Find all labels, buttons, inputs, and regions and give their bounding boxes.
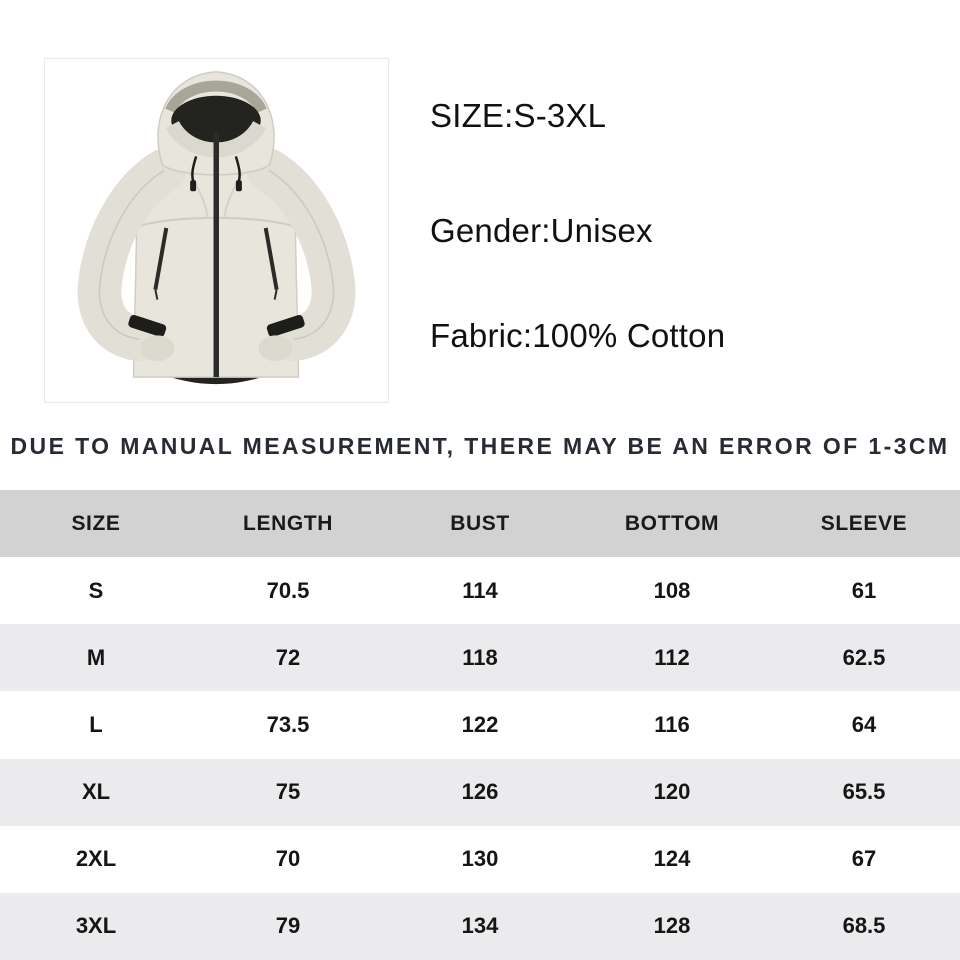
col-header-size: SIZE (71, 511, 121, 535)
cell-bust: 114 (462, 577, 498, 603)
cell-bust: 134 (461, 913, 499, 939)
cell-sleeve: 65.5 (842, 779, 886, 805)
cell-sleeve: 67 (851, 846, 877, 872)
cell-bust: 122 (461, 711, 499, 737)
table-row: XL 75 126 120 65.5 (0, 758, 960, 826)
cell-size: L (89, 711, 103, 737)
cell-size: 2XL (75, 846, 117, 872)
jacket-illustration (77, 71, 356, 385)
cell-length: 79 (275, 913, 301, 939)
jacket-toggle-left (190, 180, 197, 192)
product-gender: Gender:Unisex (430, 212, 653, 249)
size-table: SIZE LENGTH BUST BOTTOM SLEEVE S 70.5 11… (0, 490, 960, 960)
col-header-bottom: BOTTOM (624, 511, 720, 535)
cell-size: M (86, 644, 106, 670)
cell-size: XL (81, 779, 111, 805)
cell-length: 73.5 (266, 711, 310, 737)
jacket-pocket-zip-left (153, 227, 169, 291)
table-row: M 72 118 112 62.5 (0, 624, 960, 692)
col-header-bust: BUST (450, 511, 510, 535)
cell-length: 70.5 (266, 577, 310, 603)
table-row: 2XL 70 130 124 67 (0, 825, 960, 893)
jacket-drawcord-left (191, 156, 198, 182)
measurement-disclaimer: DUE TO MANUAL MEASUREMENT, THERE MAY BE … (10, 433, 950, 459)
cell-bottom: 112 (654, 644, 690, 670)
jacket-cuff-right (266, 314, 305, 337)
product-image (44, 58, 389, 403)
col-header-length: LENGTH (243, 511, 333, 535)
cell-sleeve: 64 (851, 711, 877, 737)
cell-size: S (88, 577, 104, 603)
cell-bottom: 128 (653, 913, 691, 939)
cell-bottom: 108 (653, 577, 691, 603)
jacket-hood-band (165, 80, 267, 114)
jacket-sleeve-left-seam (98, 169, 165, 341)
cell-sleeve: 68.5 (842, 913, 886, 939)
table-row: L 73.5 122 116 64 (0, 691, 960, 759)
jacket-hand-right (258, 335, 293, 362)
cell-sleeve: 62.5 (842, 644, 886, 670)
jacket-toggle-right (235, 180, 242, 192)
cell-bottom: 124 (653, 846, 691, 872)
jacket-cuff-left (128, 314, 167, 337)
cell-bust: 126 (461, 779, 499, 805)
jacket-drawcord-right (234, 156, 241, 182)
table-row: 3XL 79 134 128 68.5 (0, 892, 960, 960)
jacket-pocket-pull-right (273, 289, 278, 300)
cell-size: 3XL (75, 913, 117, 939)
cell-length: 75 (275, 779, 301, 805)
jacket-pocket-zip-right (263, 227, 279, 291)
jacket-zipper (213, 132, 219, 378)
cell-bottom: 120 (653, 779, 691, 805)
cell-sleeve: 61 (851, 577, 877, 603)
jacket-hood-interior (171, 95, 261, 146)
table-row: S 70.5 114 108 61 (0, 557, 960, 625)
product-fabric: Fabric:100% Cotton (430, 317, 726, 354)
cell-length: 70 (275, 846, 301, 872)
jacket-hand-left (140, 335, 175, 362)
jacket-pocket-pull-left (154, 289, 159, 300)
cell-bottom: 116 (654, 711, 690, 737)
cell-bust: 130 (461, 846, 499, 872)
cell-bust: 118 (462, 644, 498, 670)
table-header-row: SIZE LENGTH BUST BOTTOM SLEEVE (0, 490, 960, 558)
jacket-sleeve-right-seam (268, 169, 335, 341)
product-size-range: SIZE:S-3XL (430, 97, 607, 134)
col-header-sleeve: SLEEVE (820, 511, 908, 535)
cell-length: 72 (275, 644, 301, 670)
